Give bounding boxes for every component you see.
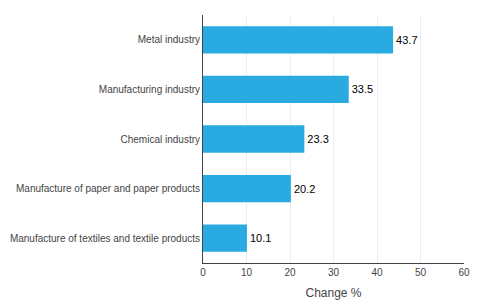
svg-text:33.5: 33.5 [352, 83, 373, 95]
svg-text:50: 50 [415, 267, 427, 278]
svg-text:Manufacture of paper and paper: Manufacture of paper and paper products [16, 183, 200, 194]
svg-text:20.2: 20.2 [294, 183, 315, 195]
svg-text:Chemical industry: Chemical industry [121, 134, 200, 145]
svg-text:40: 40 [371, 267, 383, 278]
svg-text:43.7: 43.7 [396, 34, 417, 46]
svg-text:10: 10 [241, 267, 253, 278]
svg-text:10.1: 10.1 [250, 232, 271, 244]
svg-text:0: 0 [200, 267, 206, 278]
svg-text:Change %: Change % [305, 286, 361, 300]
svg-text:20: 20 [284, 267, 296, 278]
svg-text:Manufacturing industry: Manufacturing industry [99, 84, 200, 95]
svg-text:Manufacture of textiles and te: Manufacture of textiles and textile prod… [10, 233, 200, 244]
svg-text:30: 30 [328, 267, 340, 278]
svg-text:23.3: 23.3 [307, 133, 328, 145]
svg-text:Metal industry: Metal industry [138, 34, 200, 45]
svg-text:60: 60 [458, 267, 470, 278]
